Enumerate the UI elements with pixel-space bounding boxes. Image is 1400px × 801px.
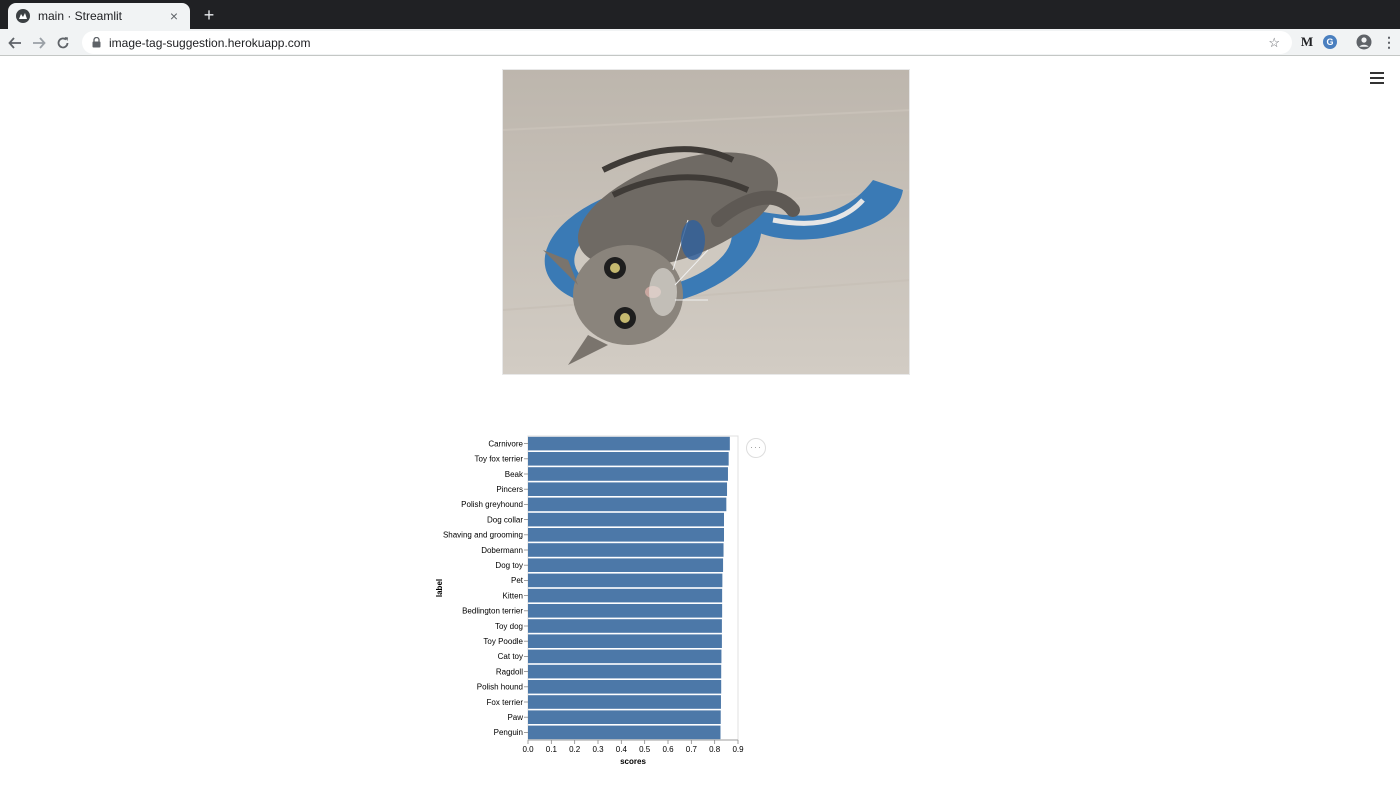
bar[interactable] [528, 588, 723, 603]
x-tick-label: 0.9 [732, 745, 744, 754]
extension-g-label: G [1323, 35, 1337, 49]
y-tick-label: Cat toy [498, 652, 523, 661]
bar[interactable] [528, 604, 723, 618]
y-tick-label: Ragdoll [496, 667, 523, 676]
x-tick-label: 0.2 [569, 745, 581, 754]
bar[interactable] [528, 664, 722, 679]
y-tick-label: Toy dog [495, 622, 523, 631]
x-axis-title: scores [620, 757, 646, 766]
bar[interactable] [528, 710, 721, 724]
bar[interactable] [528, 695, 721, 709]
streamlit-favicon-icon [16, 9, 30, 23]
browser-tab-strip: main · Streamlit × + [0, 0, 1400, 29]
browser-menu-icon[interactable]: ⋮ [1382, 33, 1396, 50]
y-tick-label: Toy fox terrier [475, 455, 524, 464]
bar[interactable] [528, 573, 723, 588]
tab-close-icon[interactable]: × [169, 8, 179, 24]
x-tick-label: 0.6 [662, 745, 674, 754]
browser-toolbar: image-tag-suggestion.herokuapp.com ☆ M G… [0, 29, 1400, 56]
chart-actions-menu-button[interactable]: ··· [746, 438, 766, 458]
back-arrow-icon[interactable] [4, 32, 26, 54]
x-tick-label: 0.8 [709, 745, 721, 754]
bar[interactable] [528, 452, 729, 466]
cat-photo-image [502, 69, 910, 375]
y-tick-label: Pincers [496, 485, 523, 494]
tab-title: main · Streamlit [38, 9, 123, 23]
y-tick-label: Carnivore [488, 439, 523, 448]
bar[interactable] [528, 634, 722, 648]
profile-avatar-icon[interactable] [1355, 33, 1373, 51]
bar-chart: Carnivore Toy fox terrier Beak Pincers Polis… [430, 428, 750, 778]
lock-icon [92, 37, 101, 48]
y-tick-label: Penguin [494, 728, 523, 737]
y-tick-label: Toy Poodle [483, 637, 523, 646]
y-tick-label: Polish hound [477, 683, 523, 692]
y-tick-label: Shaving and grooming [443, 531, 523, 540]
browser-tab[interactable]: main · Streamlit × [8, 3, 190, 29]
bar[interactable] [528, 482, 728, 496]
x-tick-label: 0.1 [546, 745, 558, 754]
x-tick-label: 0.7 [686, 745, 698, 754]
bar[interactable] [528, 543, 724, 557]
bar[interactable] [528, 558, 724, 572]
reload-icon[interactable] [52, 32, 74, 54]
y-tick-label: Dog toy [495, 561, 523, 570]
extension-m-icon[interactable]: M [1300, 34, 1314, 49]
x-tick-label: 0.0 [522, 745, 534, 754]
forward-arrow-icon[interactable] [28, 32, 50, 54]
y-tick-label: Fox terrier [487, 698, 524, 707]
y-tick-label: Dobermann [481, 546, 523, 555]
y-tick-label: Polish greyhound [461, 500, 523, 509]
bar[interactable] [528, 725, 721, 740]
y-tick-label: Pet [511, 576, 524, 585]
bar[interactable] [528, 649, 722, 664]
new-tab-button[interactable]: + [203, 5, 215, 25]
bar[interactable] [528, 497, 727, 512]
bar[interactable] [528, 619, 722, 633]
x-tick-label: 0.5 [639, 745, 651, 754]
x-tick-label: 0.4 [616, 745, 628, 754]
url-text: image-tag-suggestion.herokuapp.com [109, 35, 311, 50]
y-axis-title: label [435, 579, 444, 597]
address-bar[interactable]: image-tag-suggestion.herokuapp.com ☆ [82, 31, 1292, 54]
extension-g-icon[interactable]: G [1321, 33, 1339, 51]
y-tick-label: Paw [507, 713, 523, 722]
bar-chart-svg: Carnivore Toy fox terrier Beak Pincers Polis… [435, 435, 744, 766]
bar[interactable] [528, 436, 730, 451]
bar[interactable] [528, 467, 728, 481]
y-tick-label: Dog collar [487, 515, 523, 524]
y-tick-label: Kitten [503, 591, 523, 600]
bar[interactable] [528, 512, 724, 527]
x-tick-label: 0.3 [592, 745, 604, 754]
y-tick-label: Bedlington terrier [462, 607, 523, 616]
bookmark-star-icon[interactable]: ☆ [1268, 35, 1280, 50]
plot-area [527, 435, 739, 741]
hamburger-menu-icon[interactable] [1370, 72, 1384, 84]
bar[interactable] [528, 528, 724, 542]
y-tick-label: Beak [505, 470, 524, 479]
bar[interactable] [528, 680, 722, 694]
